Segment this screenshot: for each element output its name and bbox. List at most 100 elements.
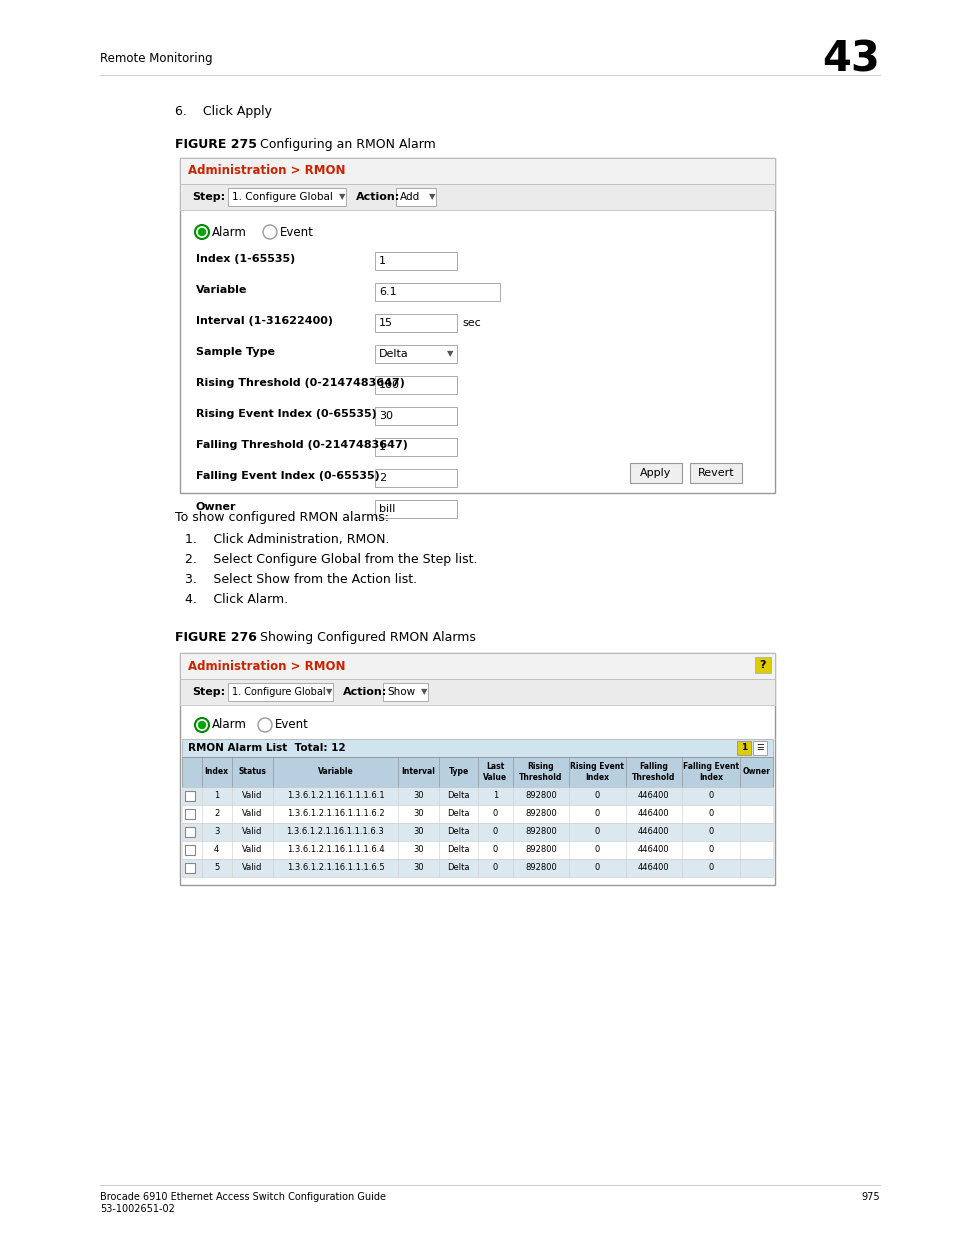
Text: Valid: Valid xyxy=(242,792,262,800)
Text: 446400: 446400 xyxy=(638,863,669,872)
Text: Interval: Interval xyxy=(401,767,435,777)
Text: 0: 0 xyxy=(493,827,497,836)
FancyBboxPatch shape xyxy=(382,683,428,701)
Text: Valid: Valid xyxy=(242,846,262,855)
FancyBboxPatch shape xyxy=(180,679,774,705)
Circle shape xyxy=(257,718,272,732)
Text: Last
Value: Last Value xyxy=(483,762,507,782)
Text: 975: 975 xyxy=(861,1192,879,1202)
FancyBboxPatch shape xyxy=(180,653,774,679)
Text: Variable: Variable xyxy=(317,767,353,777)
Text: Revert: Revert xyxy=(697,468,734,478)
Text: 892800: 892800 xyxy=(524,792,557,800)
Text: 1: 1 xyxy=(378,442,386,452)
Text: 2.  Select Configure Global from the Step list.: 2. Select Configure Global from the Step… xyxy=(185,553,477,566)
Text: Step:: Step: xyxy=(192,687,225,697)
FancyBboxPatch shape xyxy=(754,657,770,673)
Text: Falling Event
Index: Falling Event Index xyxy=(682,762,739,782)
Text: 892800: 892800 xyxy=(524,863,557,872)
FancyBboxPatch shape xyxy=(182,841,772,860)
Text: 1.3.6.1.2.1.16.1.1.1.6.5: 1.3.6.1.2.1.16.1.1.1.6.5 xyxy=(286,863,384,872)
FancyBboxPatch shape xyxy=(375,408,456,425)
FancyBboxPatch shape xyxy=(629,463,681,483)
Text: 0: 0 xyxy=(708,827,713,836)
Text: Rising Event
Index: Rising Event Index xyxy=(570,762,623,782)
Text: Delta: Delta xyxy=(447,846,469,855)
Text: ☰: ☰ xyxy=(756,743,763,752)
Text: 1: 1 xyxy=(378,256,386,266)
FancyBboxPatch shape xyxy=(228,188,346,206)
Text: ▼: ▼ xyxy=(429,193,435,201)
Text: Valid: Valid xyxy=(242,809,262,819)
Text: Step:: Step: xyxy=(192,191,225,203)
FancyBboxPatch shape xyxy=(185,863,194,873)
Circle shape xyxy=(198,228,205,236)
Text: Brocade 6910 Ethernet Access Switch Configuration Guide
53-1002651-02: Brocade 6910 Ethernet Access Switch Conf… xyxy=(100,1192,386,1214)
Text: 1. Configure Global: 1. Configure Global xyxy=(232,687,325,697)
Text: 15: 15 xyxy=(378,317,393,329)
FancyBboxPatch shape xyxy=(180,158,774,493)
Text: 1.3.6.1.2.1.16.1.1.1.6.2: 1.3.6.1.2.1.16.1.1.1.6.2 xyxy=(286,809,384,819)
Text: FIGURE 276: FIGURE 276 xyxy=(174,631,256,643)
Text: ▼: ▼ xyxy=(338,193,345,201)
Text: Index (1-65535): Index (1-65535) xyxy=(195,254,294,264)
FancyBboxPatch shape xyxy=(228,683,333,701)
Text: 892800: 892800 xyxy=(524,827,557,836)
Text: 4: 4 xyxy=(213,846,219,855)
FancyBboxPatch shape xyxy=(375,469,456,487)
Text: 30: 30 xyxy=(413,827,423,836)
Text: 6.    Click Apply: 6. Click Apply xyxy=(174,105,272,119)
Text: 30: 30 xyxy=(413,863,423,872)
Text: Valid: Valid xyxy=(242,827,262,836)
FancyBboxPatch shape xyxy=(375,500,456,517)
FancyBboxPatch shape xyxy=(375,438,456,456)
FancyBboxPatch shape xyxy=(375,375,456,394)
Text: 6.1: 6.1 xyxy=(378,287,396,296)
Text: 3.  Select Show from the Action list.: 3. Select Show from the Action list. xyxy=(185,573,416,585)
Text: 0: 0 xyxy=(594,792,599,800)
Text: 5: 5 xyxy=(213,863,219,872)
Text: Index: Index xyxy=(205,767,229,777)
Text: Delta: Delta xyxy=(447,809,469,819)
Text: Owner: Owner xyxy=(195,501,236,513)
Text: 43: 43 xyxy=(821,38,879,80)
Text: 0: 0 xyxy=(708,792,713,800)
Text: Action:: Action: xyxy=(355,191,400,203)
Text: Type: Type xyxy=(448,767,468,777)
Text: Alarm: Alarm xyxy=(212,226,247,238)
FancyBboxPatch shape xyxy=(182,805,772,823)
Text: Event: Event xyxy=(274,719,309,731)
Text: Delta: Delta xyxy=(378,350,408,359)
Text: Administration > RMON: Administration > RMON xyxy=(188,659,345,673)
FancyBboxPatch shape xyxy=(180,184,774,210)
FancyBboxPatch shape xyxy=(182,757,772,787)
Text: ▼: ▼ xyxy=(420,688,427,697)
Text: RMON Alarm List  Total: 12: RMON Alarm List Total: 12 xyxy=(188,743,345,753)
Text: 892800: 892800 xyxy=(524,809,557,819)
FancyBboxPatch shape xyxy=(185,827,194,837)
Text: 30: 30 xyxy=(413,792,423,800)
Text: 0: 0 xyxy=(594,809,599,819)
Text: Falling Threshold (0-2147483647): Falling Threshold (0-2147483647) xyxy=(195,440,408,450)
Text: ?: ? xyxy=(759,659,765,671)
FancyBboxPatch shape xyxy=(689,463,741,483)
FancyBboxPatch shape xyxy=(185,845,194,855)
Text: Configuring an RMON Alarm: Configuring an RMON Alarm xyxy=(248,138,436,151)
Circle shape xyxy=(263,225,276,240)
Text: 4.  Click Alarm.: 4. Click Alarm. xyxy=(185,593,288,606)
Text: 1. Configure Global: 1. Configure Global xyxy=(232,191,333,203)
Text: Delta: Delta xyxy=(447,827,469,836)
Text: 1: 1 xyxy=(740,743,746,752)
Text: 2: 2 xyxy=(213,809,219,819)
Text: Variable: Variable xyxy=(195,285,247,295)
Text: ▼: ▼ xyxy=(447,350,453,358)
Text: Sample Type: Sample Type xyxy=(195,347,274,357)
Text: FIGURE 275: FIGURE 275 xyxy=(174,138,256,151)
Circle shape xyxy=(194,718,209,732)
Text: 1.3.6.1.2.1.16.1.1.1.6.4: 1.3.6.1.2.1.16.1.1.1.6.4 xyxy=(286,846,384,855)
FancyBboxPatch shape xyxy=(375,252,456,270)
Text: 0: 0 xyxy=(493,809,497,819)
Text: Apply: Apply xyxy=(639,468,671,478)
Text: Falling
Threshold: Falling Threshold xyxy=(632,762,675,782)
Text: Remote Monitoring: Remote Monitoring xyxy=(100,52,213,65)
